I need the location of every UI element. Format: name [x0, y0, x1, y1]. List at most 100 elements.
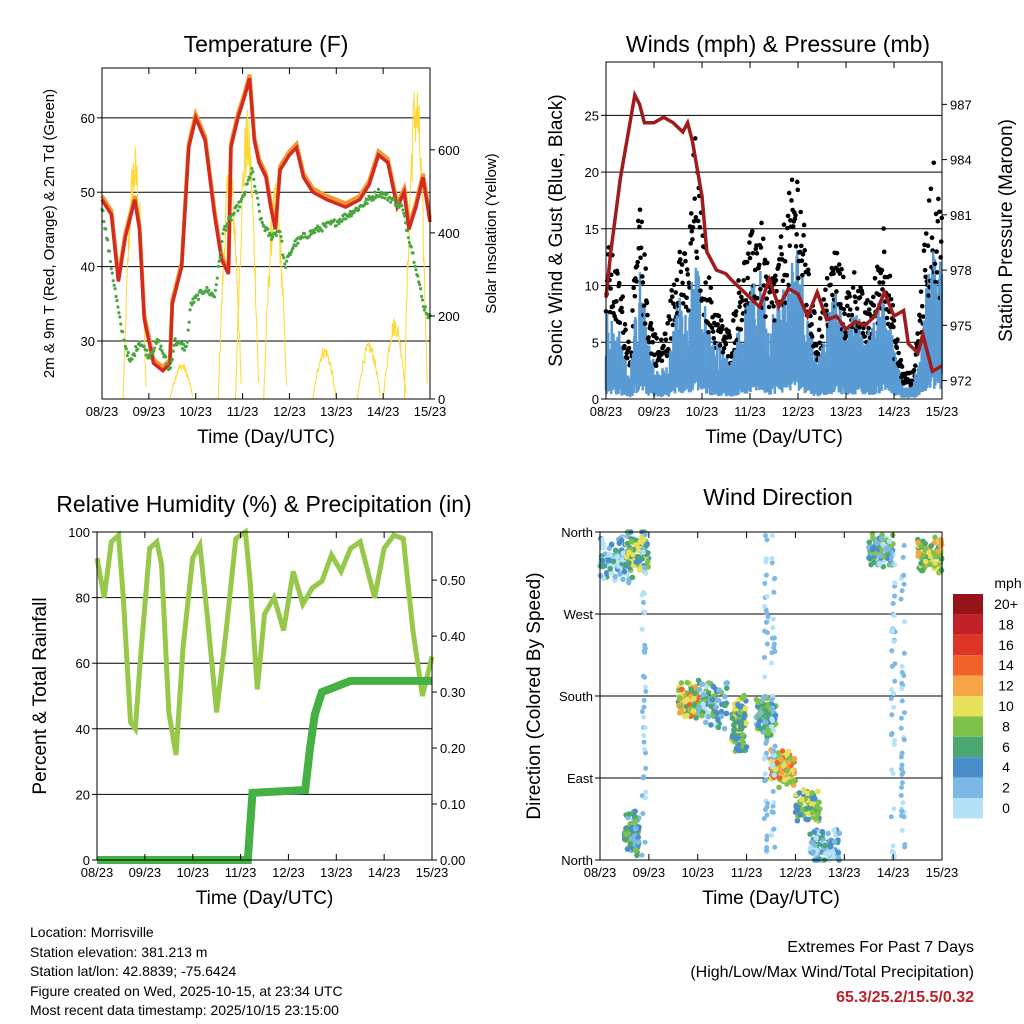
gust-point: [853, 299, 858, 305]
direction-point: [635, 834, 642, 841]
gust-point: [706, 329, 711, 335]
legend-swatch: [953, 777, 983, 798]
direction-point: [626, 560, 632, 566]
direction-point: [899, 588, 905, 594]
gust-point: [934, 249, 939, 254]
direction-point: [635, 547, 642, 554]
gust-point: [823, 287, 828, 293]
legend-swatch: [953, 655, 983, 676]
direction-point: [762, 603, 768, 609]
gust-point: [763, 314, 768, 319]
direction-point: [709, 696, 716, 703]
gust-point: [847, 294, 852, 299]
dewpoint-point: [159, 344, 163, 348]
gust-point: [852, 294, 858, 299]
gust-point: [716, 313, 722, 319]
direction-point: [757, 718, 763, 724]
direction-point: [620, 576, 626, 583]
direction-point: [762, 533, 768, 539]
x-axis-label: Time (Day/UTC): [705, 427, 843, 448]
gust-point: [851, 270, 857, 275]
gust-point: [727, 334, 733, 340]
gust-point: [772, 318, 778, 323]
gust-point: [736, 278, 741, 283]
direction-point: [812, 842, 818, 849]
gust-point: [646, 339, 652, 345]
gust-point: [684, 267, 690, 272]
direction-point: [876, 552, 883, 559]
gust-point: [780, 278, 786, 284]
y-tick-label: North: [561, 853, 593, 868]
dewpoint-point: [320, 229, 324, 233]
dewpoint-point: [389, 200, 393, 204]
gust-point: [739, 294, 744, 300]
temp-2m-line: [100, 77, 432, 374]
dewpoint-point: [185, 340, 189, 344]
gust-point: [934, 270, 940, 275]
direction-point: [700, 701, 706, 708]
legend-swatch: [953, 614, 983, 635]
direction-point: [770, 788, 776, 794]
gust-point: [830, 292, 835, 298]
gust-point: [794, 232, 799, 237]
x-tick-label: 11/23: [731, 865, 763, 880]
direction-point: [644, 541, 650, 547]
legend-swatch: [953, 594, 983, 615]
direction-point: [718, 708, 725, 715]
chart-title: Temperature (F): [184, 31, 349, 57]
gust-point: [743, 298, 749, 303]
x-axis-label: Time (Day/UTC): [196, 888, 334, 909]
direction-point: [772, 575, 778, 581]
gust-point: [923, 231, 929, 236]
gust-point: [891, 318, 897, 323]
direction-point: [763, 707, 769, 714]
y-tick-label: 100: [68, 525, 90, 540]
gust-point: [639, 219, 645, 225]
gust-point: [638, 255, 643, 261]
direction-point: [822, 850, 829, 857]
gust-point: [720, 349, 726, 355]
dewpoint-point: [110, 271, 114, 275]
direction-point: [691, 702, 698, 708]
gust-point: [741, 278, 746, 283]
rh-line: [94, 527, 435, 756]
dewpoint-point: [136, 347, 140, 351]
direction-point: [641, 704, 647, 710]
dewpoint-point: [102, 219, 106, 224]
y-tick-label: East: [567, 771, 593, 786]
direction-point: [822, 842, 828, 849]
direction-point: [764, 844, 770, 850]
gust-point: [771, 304, 776, 309]
dewpoint-point: [248, 176, 252, 180]
legend-title: mph: [994, 575, 1021, 591]
dewpoint-point: [218, 255, 222, 260]
x-tick-label: 08/23: [584, 865, 617, 880]
y-tick-label: 80: [76, 591, 90, 606]
gust-point: [846, 312, 851, 318]
direction-point: [898, 715, 904, 721]
direction-point: [642, 746, 648, 752]
dewpoint-point: [419, 287, 423, 291]
legend-label: 0: [1002, 800, 1010, 816]
direction-point: [708, 703, 714, 710]
direction-point: [811, 829, 817, 835]
gust-point: [872, 276, 878, 281]
precip-line: [97, 676, 432, 864]
gust-point: [805, 267, 811, 273]
dewpoint-point: [191, 297, 195, 301]
dewpoint-point: [224, 228, 228, 232]
gust-point: [671, 282, 677, 288]
gust-point: [785, 225, 790, 231]
direction-point: [781, 777, 788, 783]
x-tick-label: 11/23: [225, 865, 257, 880]
direction-point: [891, 704, 897, 710]
direction-point: [784, 750, 790, 757]
direction-point: [763, 619, 769, 625]
direction-point: [835, 849, 842, 856]
direction-point: [892, 678, 898, 684]
dewpoint-point: [117, 311, 121, 315]
dewpoint-point: [259, 216, 263, 220]
direction-point: [643, 789, 649, 795]
direction-point: [683, 712, 690, 719]
gust-point: [926, 293, 931, 298]
